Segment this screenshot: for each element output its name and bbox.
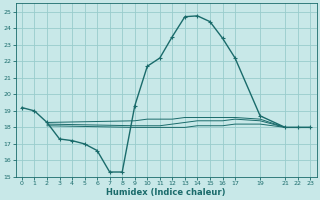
X-axis label: Humidex (Indice chaleur): Humidex (Indice chaleur) (106, 188, 226, 197)
